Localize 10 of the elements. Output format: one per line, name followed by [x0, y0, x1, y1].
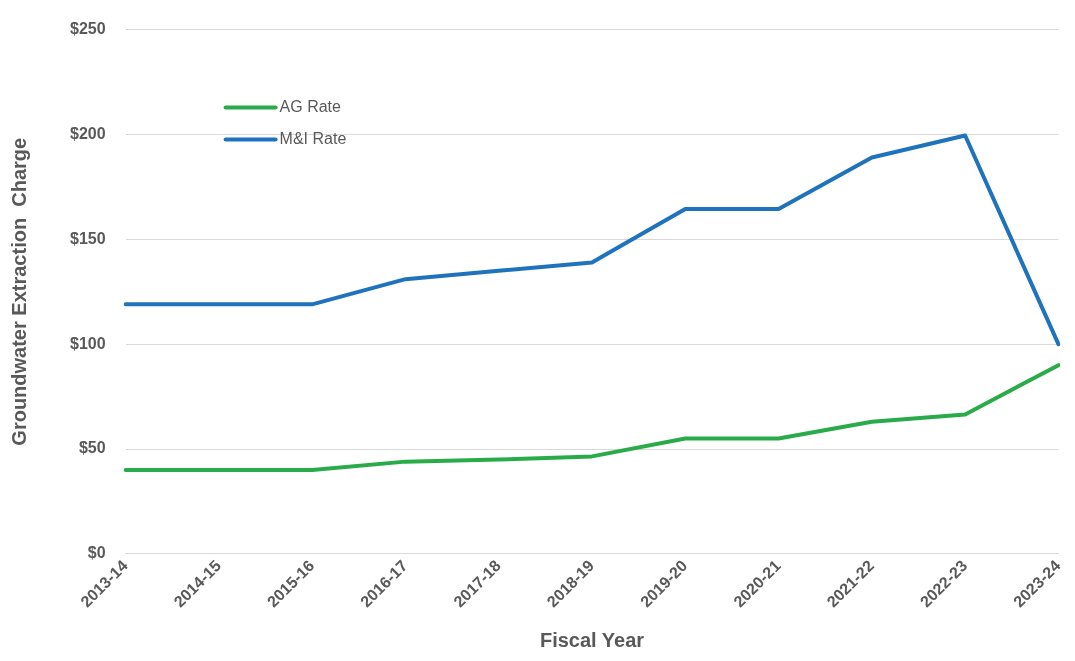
x-axis-title: Fiscal Year	[539, 628, 645, 651]
legend-label: AG Rate	[279, 98, 342, 116]
y-tick-label: $150	[70, 229, 106, 247]
y-tick-label: $0	[87, 544, 106, 562]
y-tick-label: $50	[78, 439, 106, 457]
y-tick-label: $200	[70, 124, 106, 142]
y-axis-title: Groundwater Extraction Charge	[7, 137, 30, 446]
legend-label: M&I Rate	[279, 130, 347, 148]
y-tick-label: $100	[70, 334, 106, 352]
y-tick-label: $250	[70, 20, 106, 38]
